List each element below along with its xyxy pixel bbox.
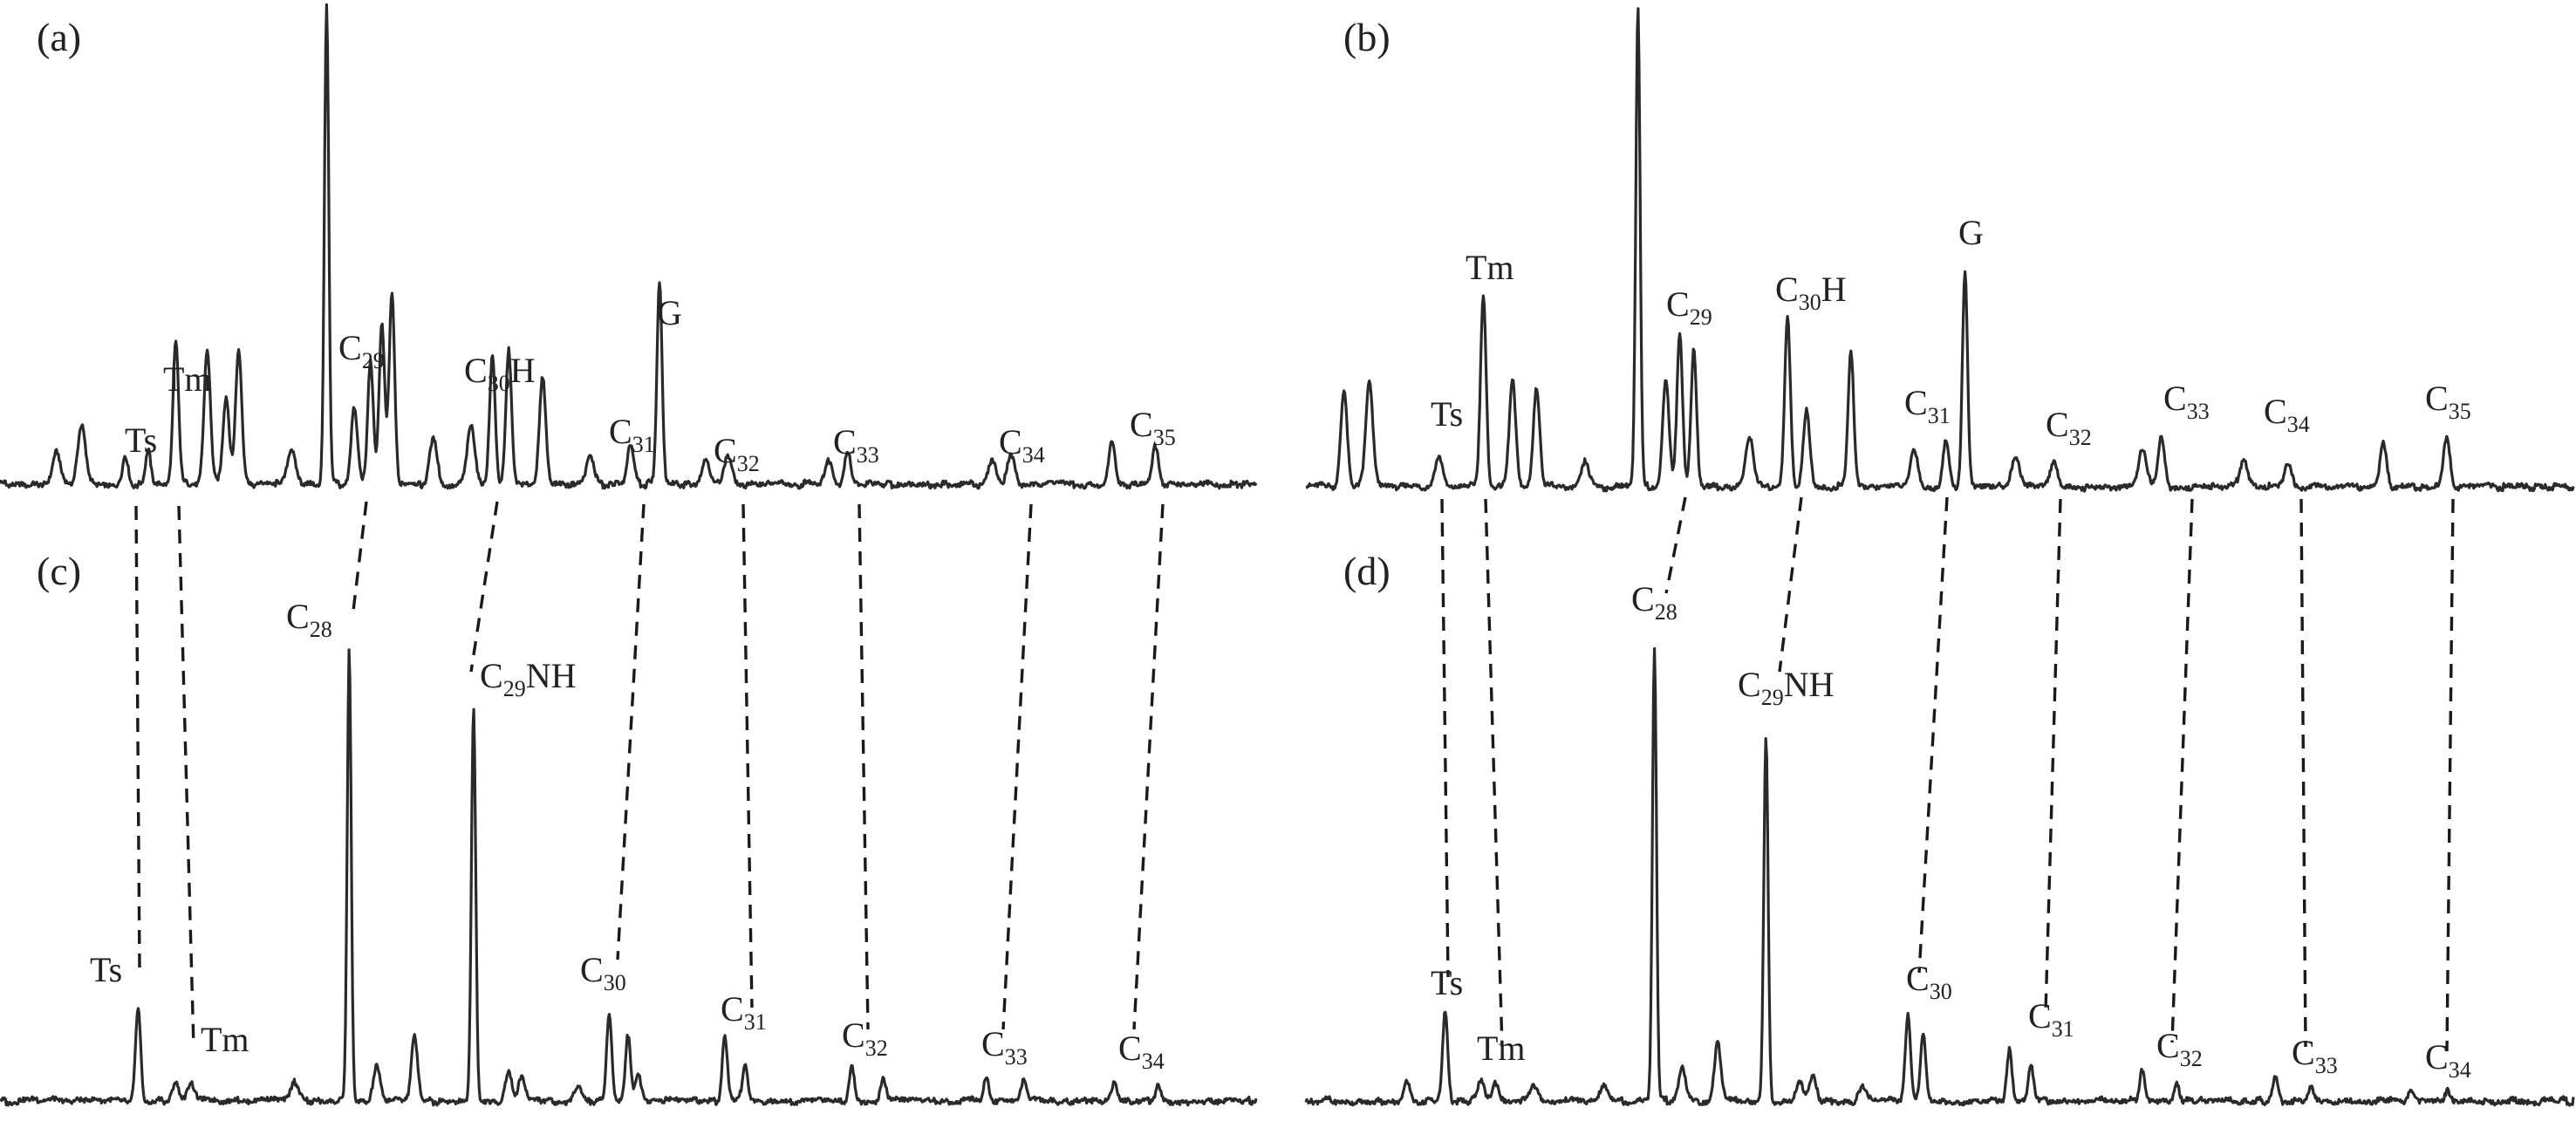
correlation-line-ac-5 xyxy=(741,503,754,1008)
correlation-line-bd-6 xyxy=(2170,498,2194,1043)
correlation-line-bd-0 xyxy=(1440,498,1450,978)
correlation-line-ac-7 xyxy=(1001,503,1033,1030)
panel-letters-layer: (a) (b) (c) (d) xyxy=(37,15,1390,593)
peak-label-b-3: C30H xyxy=(1775,270,1847,315)
panel-letter-c: (c) xyxy=(37,549,81,593)
peak-label-a-8: C34 xyxy=(999,422,1045,468)
peak-label-d-2: C28 xyxy=(1631,579,1677,625)
peak-label-c-0: Ts xyxy=(90,950,122,989)
peak-label-a-0: Ts xyxy=(125,420,157,460)
peak-label-a-4: C31 xyxy=(609,412,655,457)
correlation-line-ac-0 xyxy=(134,505,141,969)
peak-label-b-6: C32 xyxy=(2046,405,2092,450)
peak-label-b-7: C33 xyxy=(2163,379,2210,424)
peak-label-d-5: C31 xyxy=(2028,996,2074,1042)
traces-layer xyxy=(0,3,2575,1107)
peak-label-c-5: C31 xyxy=(721,989,767,1035)
peak-label-a-2: C29 xyxy=(338,328,385,373)
correlation-lines-layer xyxy=(134,496,2455,1052)
peak-label-d-0: Ts xyxy=(1431,963,1463,1002)
correlation-line-bd-2 xyxy=(1664,496,1687,594)
correlation-line-ac-6 xyxy=(858,503,870,1030)
peak-label-a-5: G xyxy=(657,293,682,332)
correlation-line-ac-1 xyxy=(177,505,195,1048)
correlation-line-ac-2 xyxy=(352,501,368,612)
peak-label-c-8: C34 xyxy=(1118,1029,1165,1074)
peak-label-c-4: C30 xyxy=(580,950,626,995)
peak-label-a-1: Tm xyxy=(163,359,212,399)
panel-letter-d: (d) xyxy=(1343,549,1390,593)
peak-label-d-1: Tm xyxy=(1477,1029,1526,1068)
peak-label-b-8: C34 xyxy=(2264,392,2310,437)
peak-label-c-1: Tm xyxy=(201,1020,249,1059)
peak-label-c-6: C32 xyxy=(842,1015,888,1061)
peak-label-a-3: C30H xyxy=(464,351,536,396)
correlation-line-bd-8 xyxy=(2445,498,2455,1052)
correlation-line-ac-8 xyxy=(1132,503,1165,1030)
peak-label-b-5: G xyxy=(1958,213,1984,252)
panel-letter-a: (a) xyxy=(37,15,81,59)
correlation-line-bd-7 xyxy=(2299,498,2307,1048)
peak-label-a-6: C32 xyxy=(714,431,760,476)
peak-label-b-2: C29 xyxy=(1666,284,1712,330)
peak-label-d-7: C33 xyxy=(2292,1033,2338,1078)
peak-label-b-9: C35 xyxy=(2425,379,2471,424)
correlation-line-ac-3 xyxy=(469,501,499,673)
peak-label-c-7: C33 xyxy=(981,1024,1028,1070)
correlation-line-ac-4 xyxy=(616,503,646,960)
peak-label-a-9: C35 xyxy=(1130,405,1176,450)
trace-b xyxy=(1305,7,2575,493)
trace-d xyxy=(1304,646,2575,1107)
peak-label-c-2: C28 xyxy=(286,597,332,642)
panel-letter-b: (b) xyxy=(1343,15,1390,59)
correlation-line-bd-5 xyxy=(2044,498,2062,1013)
correlation-line-bd-1 xyxy=(1484,498,1504,1048)
trace-a xyxy=(0,3,1258,490)
peak-label-b-0: Ts xyxy=(1431,394,1463,434)
peak-label-d-4: C30 xyxy=(1906,959,1952,1004)
peak-label-b-4: C31 xyxy=(1904,383,1951,428)
peak-label-d-3: C29NH xyxy=(1738,665,1834,710)
peak-label-c-3: C29NH xyxy=(480,656,576,701)
peak-label-a-7: C33 xyxy=(833,422,879,468)
trace-c xyxy=(0,648,1258,1107)
correlation-line-bd-3 xyxy=(1778,496,1803,673)
peak-label-d-8: C34 xyxy=(2425,1037,2471,1083)
peak-label-b-1: Tm xyxy=(1466,248,1514,287)
peak-label-d-6: C32 xyxy=(2156,1026,2203,1071)
correlation-line-bd-4 xyxy=(1917,496,1949,974)
